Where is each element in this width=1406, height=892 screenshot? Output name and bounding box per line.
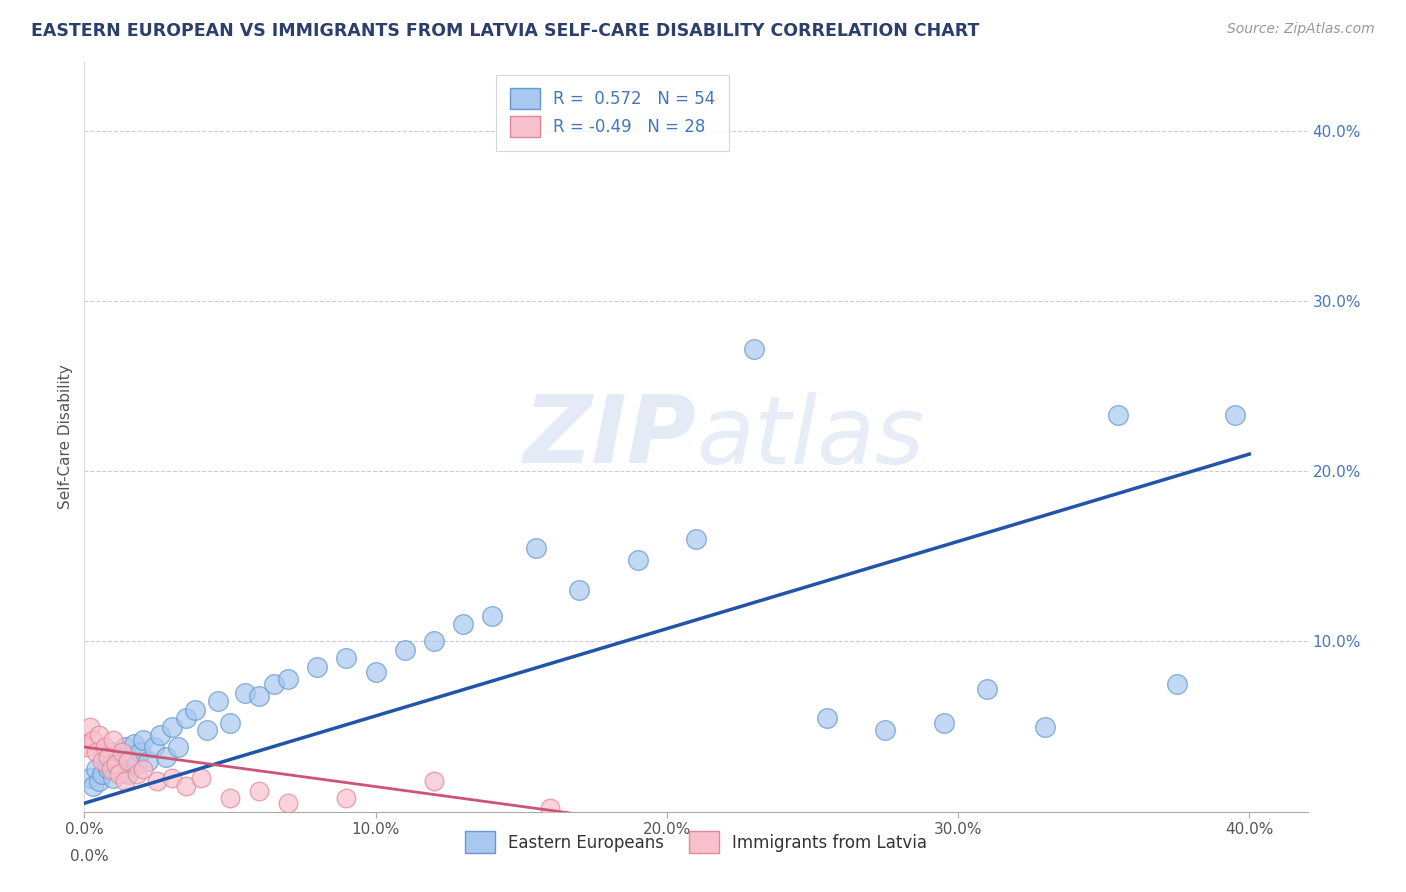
Point xyxy=(87,728,110,742)
Text: EASTERN EUROPEAN VS IMMIGRANTS FROM LATVIA SELF-CARE DISABILITY CORRELATION CHAR: EASTERN EUROPEAN VS IMMIGRANTS FROM LATV… xyxy=(31,22,980,40)
Point xyxy=(90,767,112,781)
Point xyxy=(219,716,242,731)
Point xyxy=(87,774,110,789)
Point xyxy=(97,762,120,776)
Point xyxy=(742,342,765,356)
Point xyxy=(538,801,561,815)
Point xyxy=(73,737,96,751)
Point xyxy=(82,779,104,793)
Point xyxy=(138,754,160,768)
Point xyxy=(685,533,707,547)
Point xyxy=(84,762,107,776)
Point xyxy=(125,767,148,781)
Point xyxy=(976,682,998,697)
Point xyxy=(103,771,125,785)
Point xyxy=(97,750,120,764)
Point xyxy=(481,608,503,623)
Point xyxy=(335,791,357,805)
Point xyxy=(174,779,197,793)
Point xyxy=(815,711,838,725)
Point xyxy=(125,757,148,772)
Point xyxy=(277,672,299,686)
Point xyxy=(263,677,285,691)
Point xyxy=(160,720,183,734)
Y-axis label: Self-Care Disability: Self-Care Disability xyxy=(58,365,73,509)
Point xyxy=(568,583,591,598)
Point xyxy=(105,757,128,772)
Point xyxy=(1166,677,1188,691)
Point xyxy=(84,745,107,759)
Point xyxy=(120,754,142,768)
Point xyxy=(364,665,387,679)
Point xyxy=(131,733,153,747)
Point xyxy=(155,750,177,764)
Point xyxy=(932,716,955,731)
Point xyxy=(79,771,101,785)
Point xyxy=(131,762,153,776)
Text: ZIP: ZIP xyxy=(523,391,696,483)
Point xyxy=(247,784,270,798)
Point xyxy=(117,767,139,781)
Point xyxy=(524,541,547,555)
Point xyxy=(219,791,242,805)
Point xyxy=(277,796,299,810)
Point xyxy=(76,739,98,754)
Point xyxy=(90,754,112,768)
Point xyxy=(423,774,446,789)
Point xyxy=(82,733,104,747)
Legend: Eastern Europeans, Immigrants from Latvia: Eastern Europeans, Immigrants from Latvi… xyxy=(458,825,934,860)
Point xyxy=(394,643,416,657)
Text: 0.0%: 0.0% xyxy=(70,849,108,864)
Point xyxy=(108,767,131,781)
Point xyxy=(1107,408,1129,422)
Point xyxy=(335,651,357,665)
Point xyxy=(93,754,115,768)
Point xyxy=(143,739,166,754)
Point xyxy=(247,689,270,703)
Text: atlas: atlas xyxy=(696,392,924,483)
Point xyxy=(103,733,125,747)
Point xyxy=(93,739,115,754)
Point xyxy=(233,685,256,699)
Point xyxy=(184,702,207,716)
Point xyxy=(108,750,131,764)
Point xyxy=(114,774,136,789)
Point xyxy=(195,723,218,737)
Point xyxy=(875,723,897,737)
Point xyxy=(111,762,134,776)
Text: Source: ZipAtlas.com: Source: ZipAtlas.com xyxy=(1227,22,1375,37)
Point xyxy=(122,737,145,751)
Point xyxy=(307,660,329,674)
Point xyxy=(207,694,229,708)
Point xyxy=(627,552,650,566)
Point xyxy=(1223,408,1246,422)
Point xyxy=(114,739,136,754)
Point xyxy=(423,634,446,648)
Point xyxy=(174,711,197,725)
Point xyxy=(100,745,122,759)
Point xyxy=(1035,720,1057,734)
Point xyxy=(117,754,139,768)
Point xyxy=(111,745,134,759)
Point xyxy=(128,745,150,759)
Point xyxy=(146,774,169,789)
Point xyxy=(100,762,122,776)
Point xyxy=(149,728,172,742)
Point xyxy=(166,739,188,754)
Point xyxy=(190,771,212,785)
Point xyxy=(105,757,128,772)
Point xyxy=(160,771,183,785)
Point xyxy=(79,720,101,734)
Point xyxy=(451,617,474,632)
